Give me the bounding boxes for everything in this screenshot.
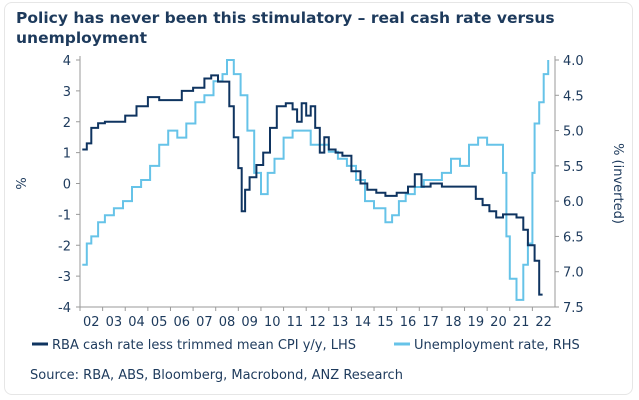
left-tick-label: 4 (63, 54, 71, 69)
left-tick-label: 0 (63, 178, 71, 193)
chart-series (82, 59, 550, 301)
x-tick-label: 02 (83, 315, 100, 330)
x-tick-label: 20 (490, 315, 507, 330)
x-tick-label: 07 (196, 315, 213, 330)
x-tick-label: 12 (309, 315, 326, 330)
left-tick-label: 3 (63, 85, 71, 100)
x-tick-label: 19 (468, 315, 485, 330)
left-axis-title: % (15, 177, 30, 189)
legend-label-unemployment: Unemployment rate, RHS (414, 338, 580, 353)
series-line-cash-rate (82, 74, 543, 296)
series-line-unemployment (82, 59, 550, 301)
right-tick-label: 5.5 (563, 160, 584, 175)
left-tick-label: -2 (58, 239, 71, 254)
chart-source: Source: RBA, ABS, Bloomberg, Macrobond, … (30, 368, 403, 383)
right-tick-label: 6.5 (563, 230, 584, 245)
left-tick-label: -1 (58, 208, 71, 223)
x-tick-label: 05 (151, 315, 168, 330)
x-tick-label: 04 (128, 315, 145, 330)
chart-card (4, 2, 633, 395)
legend-label-cash-rate: RBA cash rate less trimmed mean CPI y/y,… (52, 338, 356, 353)
right-tick-label: 4.5 (563, 89, 584, 104)
right-tick-label: 7.5 (563, 301, 584, 316)
x-tick-label: 14 (354, 315, 371, 330)
x-tick-label: 21 (513, 315, 530, 330)
x-tick-label: 22 (535, 315, 552, 330)
right-axis-title: % (inverted) (610, 143, 625, 224)
x-tick-label: 08 (219, 315, 236, 330)
x-tick-label: 06 (174, 315, 191, 330)
left-tick-label: 2 (63, 116, 71, 131)
left-tick-label: -4 (58, 301, 71, 316)
left-tick-label: -3 (58, 270, 71, 285)
left-tick-label: 1 (63, 147, 71, 162)
right-tick-label: 6.0 (563, 195, 584, 210)
x-tick-label: 13 (332, 315, 349, 330)
x-tick-label: 18 (445, 315, 462, 330)
right-tick-label: 7.0 (563, 266, 584, 281)
x-tick-label: 17 (422, 315, 439, 330)
x-tick-label: 16 (400, 315, 417, 330)
x-tick-label: 11 (287, 315, 304, 330)
right-tick-label: 5.0 (563, 125, 584, 140)
x-tick-label: 10 (264, 315, 281, 330)
x-tick-label: 03 (106, 315, 123, 330)
chart-title: Policy has never been this stimulatory –… (16, 9, 555, 47)
x-tick-label: 09 (241, 315, 258, 330)
chart-legend: RBA cash rate less trimmed mean CPI y/y,… (32, 338, 580, 353)
x-tick-label: 15 (377, 315, 394, 330)
right-tick-label: 4.0 (563, 54, 584, 69)
